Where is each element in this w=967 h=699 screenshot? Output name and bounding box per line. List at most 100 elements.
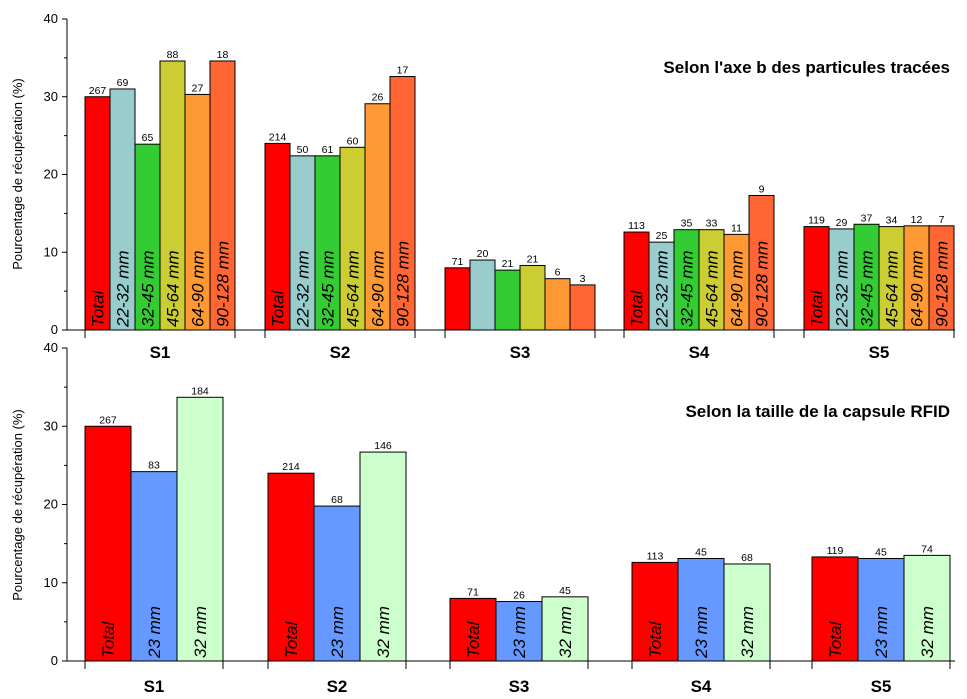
bar-series-label: 23 mm (145, 606, 164, 659)
bar (903, 225, 930, 331)
bar (803, 226, 830, 331)
bar-series-label: Total (99, 621, 118, 658)
y-tick-label: 30 (44, 89, 58, 104)
data-label: 74 (921, 543, 933, 555)
data-label: 26 (372, 92, 384, 104)
x-tick-label: S3 (510, 343, 531, 362)
panel-bande-axe-b: Selon l'axe b des particules tracées Pou… (10, 11, 955, 362)
bar (519, 264, 546, 331)
data-label: 50 (297, 144, 309, 156)
data-label: 68 (331, 494, 343, 506)
y-tick-label: 40 (44, 340, 58, 355)
bar-series-label: Total (464, 621, 483, 658)
x-tick-label: S5 (871, 677, 892, 696)
bar (130, 471, 178, 662)
bar-series-label: 64-90 mm (369, 250, 388, 327)
data-label: 20 (477, 248, 489, 260)
data-label: 12 (911, 214, 923, 226)
bar-series-label: 23 mm (510, 606, 529, 659)
data-label: 113 (647, 550, 664, 562)
data-label: 60 (347, 135, 359, 147)
bar-series-label: Total (826, 621, 845, 658)
bar-series-label: 45-64 mm (344, 250, 363, 327)
bar-series-label: 45-64 mm (883, 250, 902, 327)
data-label: 29 (836, 217, 848, 229)
bar-series-label: 90-128 mm (394, 241, 413, 327)
bar (134, 143, 161, 331)
chart-title: Selon la taille de la capsule RFID (685, 402, 950, 421)
data-label: 71 (452, 256, 464, 268)
data-label: 18 (217, 49, 229, 61)
chart-title: Selon l'axe b des particules tracées (663, 58, 950, 77)
data-label: 37 (861, 212, 873, 224)
bar-series-label: 32-45 mm (139, 250, 158, 327)
bar (444, 267, 471, 331)
data-label: 11 (731, 222, 742, 234)
data-label: 61 (322, 144, 334, 156)
x-tick-label: S5 (869, 343, 890, 362)
bar (544, 278, 571, 331)
bar-series-label: 64-90 mm (189, 250, 208, 327)
bar (648, 241, 675, 331)
bar-series-label: Total (269, 290, 288, 327)
data-label: 35 (681, 218, 693, 230)
bar (723, 563, 771, 662)
bar-series-label: 22-32 mm (653, 250, 672, 328)
data-label: 7 (939, 214, 945, 226)
data-label: 267 (99, 414, 117, 426)
data-label: 69 (117, 77, 129, 89)
data-label: 21 (527, 253, 539, 265)
bar-series-label: 22-32 mm (833, 250, 852, 328)
bar (449, 597, 497, 662)
bar-series-label: 64-90 mm (728, 250, 747, 327)
data-label: 45 (875, 546, 887, 558)
bar-series-label: Total (89, 290, 108, 327)
data-label: 214 (282, 461, 300, 473)
bar-series-label: 32 mm (191, 606, 210, 658)
bar-series-label: 45-64 mm (703, 250, 722, 327)
data-label: 214 (269, 131, 287, 143)
bar-series-label: 23 mm (328, 606, 347, 659)
data-label: 65 (142, 132, 154, 144)
y-tick-label: 0 (51, 322, 58, 337)
bar-series-label: 23 mm (872, 606, 891, 659)
y-tick-label: 20 (44, 167, 58, 182)
bar (878, 226, 905, 331)
data-label: 25 (656, 230, 668, 242)
bar (289, 155, 316, 331)
data-label: 88 (167, 49, 179, 61)
data-label: 71 (467, 586, 479, 598)
data-label: 9 (759, 183, 765, 195)
data-label: 3 (580, 273, 586, 285)
x-tick-label: S2 (330, 343, 351, 362)
bar-series-label: 32-45 mm (678, 250, 697, 327)
y-axis-label: Pourcentage de récupération (%) (10, 78, 25, 270)
bar (264, 142, 291, 331)
y-tick-label: 10 (44, 244, 58, 259)
x-tick-label: S4 (689, 343, 710, 362)
x-tick-label: S1 (144, 677, 165, 696)
bar (469, 259, 496, 331)
bar-series-label: 64-90 mm (908, 250, 927, 327)
bar-series-label: 32-45 mm (319, 250, 338, 327)
bar (314, 155, 341, 331)
data-label: 17 (397, 65, 409, 77)
bar (313, 505, 361, 662)
bar (857, 557, 905, 662)
data-label: 119 (827, 545, 844, 557)
bar-series-label: Total (646, 621, 665, 658)
bar (494, 269, 521, 331)
data-label: 68 (741, 552, 753, 564)
y-tick-label: 30 (44, 418, 58, 433)
data-label: 45 (695, 546, 707, 558)
data-label: 146 (374, 440, 392, 452)
data-label: 113 (628, 220, 645, 232)
bar (828, 228, 855, 331)
data-label: 119 (808, 215, 825, 227)
bar (84, 425, 132, 662)
data-label: 27 (192, 82, 204, 94)
bar (209, 60, 236, 331)
bar (364, 103, 391, 331)
x-tick-label: S4 (691, 677, 712, 696)
bar (928, 225, 955, 331)
